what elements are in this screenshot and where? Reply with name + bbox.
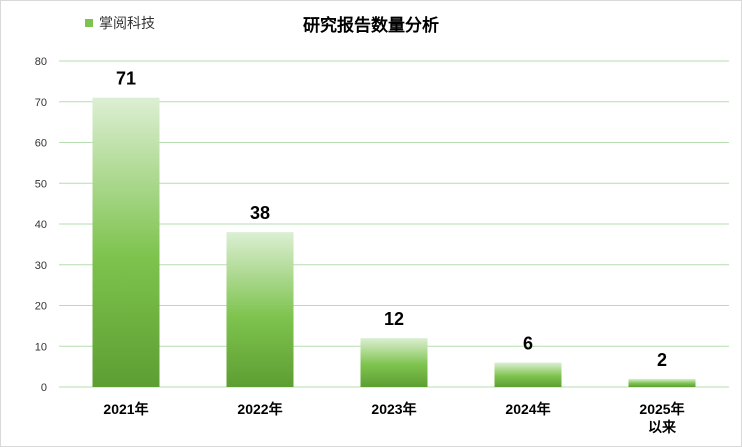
data-labels: 71 38 12 6 2 (116, 69, 667, 370)
bar (360, 338, 428, 387)
bar (494, 362, 562, 387)
grid-lines (59, 60, 729, 388)
chart-title: 研究报告数量分析 (303, 15, 439, 35)
data-label: 6 (523, 334, 533, 354)
x-tick-label: 2023年 (371, 401, 416, 417)
y-tick-label: 30 (35, 260, 47, 272)
data-label: 2 (657, 350, 667, 370)
data-label: 71 (116, 69, 136, 89)
x-tick-label: 2024年 (505, 401, 550, 417)
y-tick-label: 20 (35, 301, 47, 313)
x-tick-label: 2022年 (237, 401, 282, 417)
x-tick-label: 2025年以来 (639, 401, 684, 435)
y-tick-label: 70 (35, 97, 47, 109)
x-tick-label: 2021年 (103, 401, 148, 417)
bar (628, 378, 696, 387)
x-axis-labels: 2021年 2022年 2023年 2024年 2025年以来 (103, 401, 684, 435)
bar (92, 97, 160, 388)
bar (226, 232, 294, 387)
y-tick-label: 60 (35, 138, 47, 150)
legend-swatch (85, 19, 93, 27)
y-axis-ticks: 0 10 20 30 40 50 60 70 80 (35, 56, 47, 394)
bars (92, 97, 696, 388)
y-tick-label: 10 (35, 341, 47, 353)
y-tick-label: 0 (41, 382, 47, 394)
y-tick-label: 40 (35, 219, 47, 231)
data-label: 38 (250, 203, 270, 223)
y-tick-label: 50 (35, 178, 47, 190)
legend-label: 掌阅科技 (99, 15, 155, 31)
y-tick-label: 80 (35, 56, 47, 68)
data-label: 12 (384, 309, 404, 329)
